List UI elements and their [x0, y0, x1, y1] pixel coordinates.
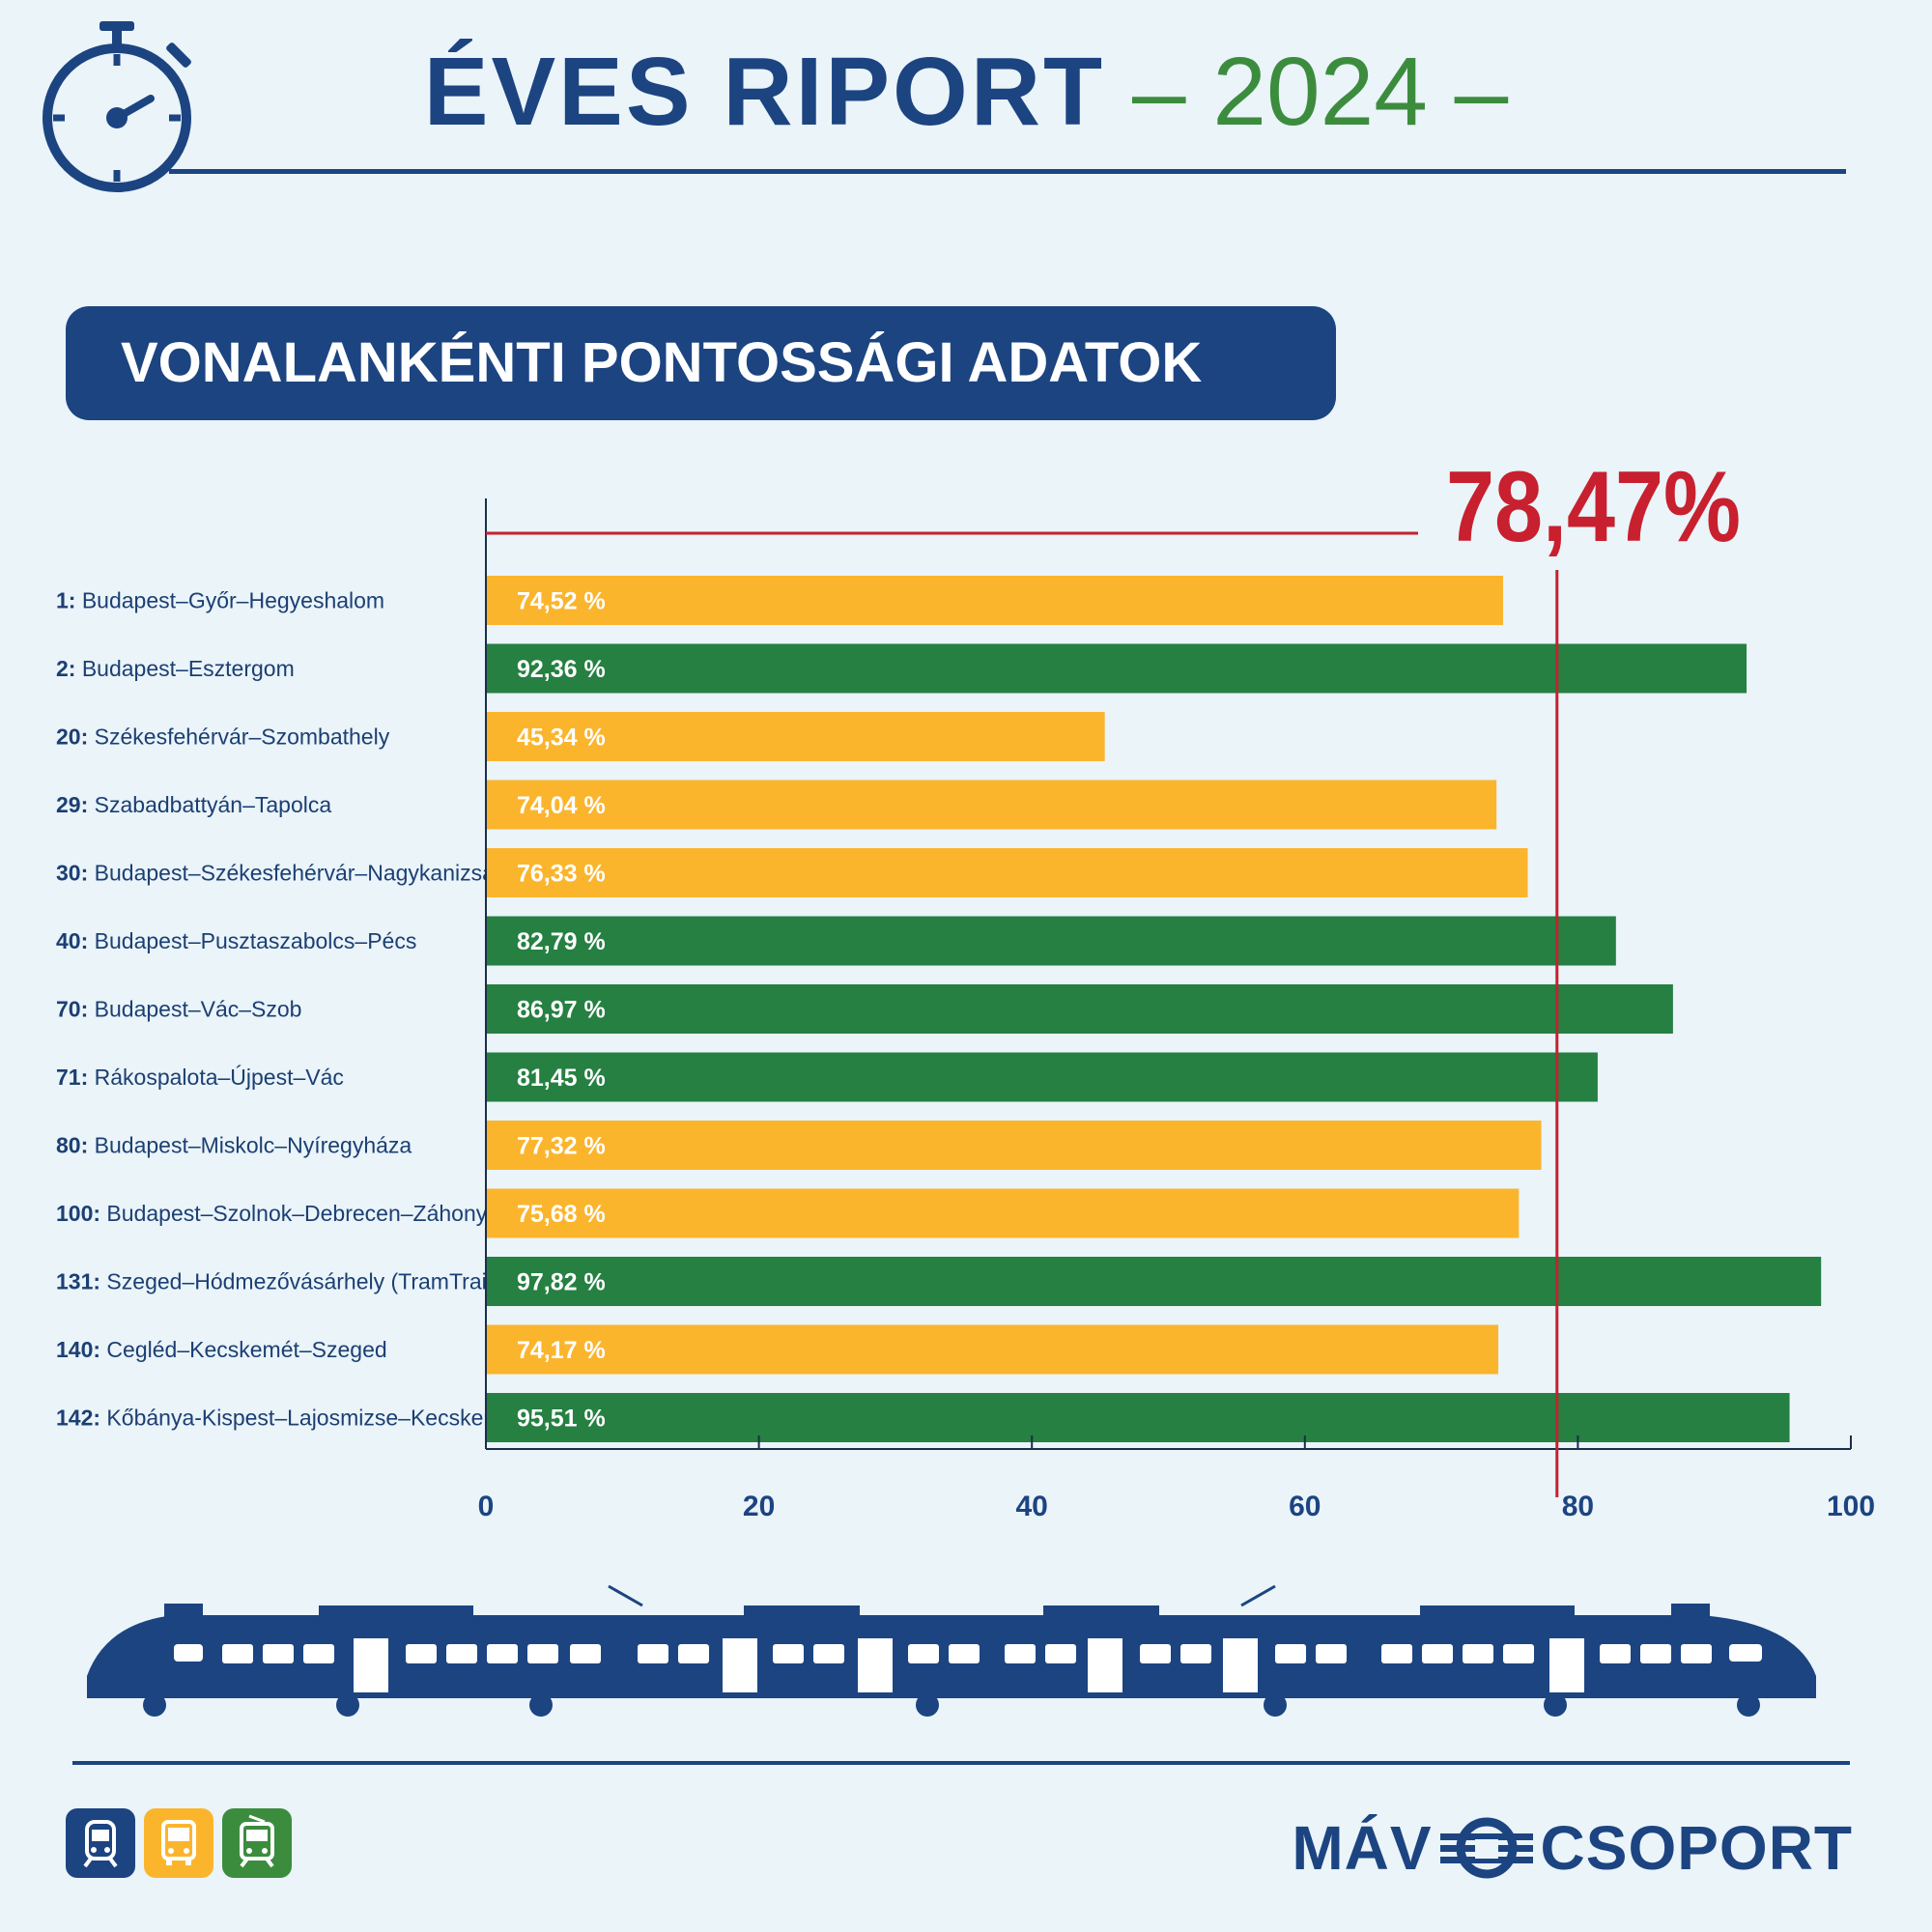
header-divider: [169, 169, 1846, 174]
category-label: 40: Budapest–Pusztaszabolcs–Pécs: [56, 928, 416, 953]
bar-value-label: 74,52 %: [517, 588, 606, 615]
bar-value-label: 82,79 %: [517, 928, 606, 955]
category-label: 142: Kőbánya-Kispest–Lajosmizse–Kecskemé…: [56, 1406, 521, 1431]
x-tick-label: 100: [1827, 1491, 1875, 1522]
bar-value-label: 86,97 %: [517, 997, 606, 1024]
stopwatch-icon: [43, 21, 191, 192]
category-label: 70: Budapest–Vác–Szob: [56, 997, 301, 1022]
logo-emblem: [1439, 1817, 1533, 1879]
footer-divider: [72, 1761, 1850, 1765]
bar-value-label: 76,33 %: [517, 861, 606, 888]
logo-text-left: MÁV: [1292, 1813, 1433, 1883]
bar-value-label: 75,68 %: [517, 1201, 606, 1228]
x-tick-label: 0: [478, 1491, 495, 1522]
category-label: 100: Budapest–Szolnok–Debrecen–Záhony: [56, 1201, 488, 1226]
category-labels: 1: Budapest–Győr–Hegyeshalom 2: Budapest–…: [56, 588, 521, 1431]
x-tick-label: 40: [1016, 1491, 1048, 1522]
bar: [486, 576, 1503, 625]
bar-value-label: 74,04 %: [517, 792, 606, 819]
section-banner: VONALANKÉNTI PONTOSSÁGI ADATOK: [66, 306, 1336, 420]
category-label: 30: Budapest–Székesfehérvár–Nagykanizsa: [56, 861, 495, 886]
bar-chart: 1: Budapest–Győr–Hegyeshalom 2: Budapest–…: [56, 451, 1875, 1522]
bar: [486, 1393, 1790, 1442]
report-title: ÉVES RIPORT – 2024 –: [0, 39, 1932, 145]
mav-csoport-logo: MÁV CSOPORT: [1292, 1813, 1853, 1883]
x-tick-label: 80: [1562, 1491, 1594, 1522]
bars: 74,52 % 92,36 % 45,34 % 74,04 % 76,33 % 82,79…: [486, 576, 1822, 1442]
category-label: 20: Székesfehérvár–Szombathely: [56, 724, 390, 750]
train-illustration: [87, 1584, 1816, 1717]
x-tick-label: 20: [743, 1491, 775, 1522]
category-label: 71: Rákospalota–Újpest–Vác: [56, 1065, 344, 1090]
bar-value-label: 77,32 %: [517, 1133, 606, 1160]
bar: [486, 1121, 1542, 1170]
report-title-main: ÉVES RIPORT: [423, 38, 1106, 146]
logo-text-right: CSOPORT: [1540, 1813, 1853, 1883]
category-label: 1: Budapest–Győr–Hegyeshalom: [56, 588, 384, 613]
x-tick-label: 60: [1289, 1491, 1321, 1522]
category-label: 131: Szeged–Hódmezővásárhely (TramTrain): [56, 1269, 506, 1294]
bar: [486, 780, 1497, 830]
average-marker: 78,47%: [486, 451, 1741, 1497]
bar: [486, 916, 1616, 966]
train-icon: [66, 1808, 135, 1878]
category-label: 29: Szabadbattyán–Tapolca: [56, 792, 331, 817]
bar-value-label: 81,45 %: [517, 1065, 606, 1092]
tram-icon: [222, 1808, 292, 1878]
bar-value-label: 74,17 %: [517, 1337, 606, 1364]
axes: 0 20 40 60 80 100: [478, 498, 1875, 1522]
bar-value-label: 97,82 %: [517, 1269, 606, 1296]
category-label: 140: Cegléd–Kecskemét–Szeged: [56, 1337, 387, 1362]
bar-value-label: 92,36 %: [517, 656, 606, 683]
bar: [486, 848, 1528, 897]
bar-value-label: 95,51 %: [517, 1406, 606, 1433]
bar: [486, 1324, 1499, 1375]
bar: [486, 984, 1673, 1034]
category-label: 2: Budapest–Esztergom: [56, 656, 295, 681]
bar-value-label: 45,34 %: [517, 724, 606, 752]
average-label: 78,47%: [1446, 451, 1741, 563]
bar: [486, 643, 1747, 694]
section-title: VONALANKÉNTI PONTOSSÁGI ADATOK: [121, 331, 1203, 394]
bar: [486, 1052, 1598, 1102]
report-year: – 2024 –: [1131, 38, 1509, 146]
bar: [486, 1257, 1822, 1306]
category-label: 80: Budapest–Miskolc–Nyíregyháza: [56, 1133, 412, 1158]
bar: [486, 1188, 1520, 1238]
bar: [486, 712, 1105, 761]
bus-icon: [144, 1808, 213, 1878]
